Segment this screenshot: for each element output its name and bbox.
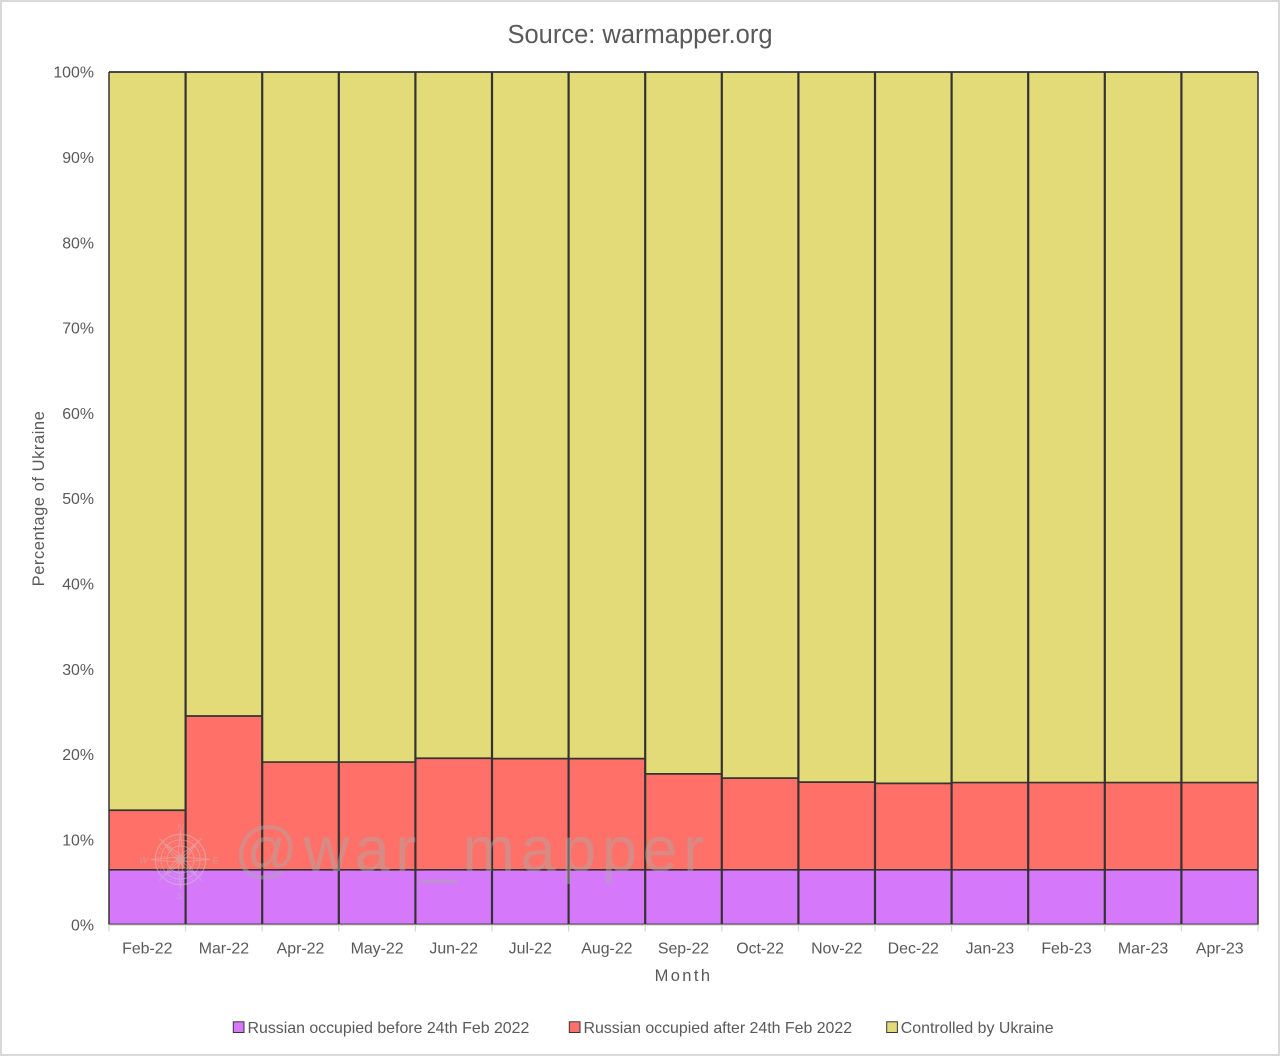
svg-text:Jun-22: Jun-22	[429, 941, 478, 958]
svg-text:May-22: May-22	[351, 941, 404, 958]
svg-text:60%: 60%	[62, 406, 94, 423]
svg-text:Mar-22: Mar-22	[199, 941, 249, 958]
svg-text:20%: 20%	[62, 747, 94, 764]
svg-text:Russian occupied after 24th Fe: Russian occupied after 24th Feb 2022	[584, 1020, 853, 1037]
svg-text:Aug-22: Aug-22	[581, 941, 632, 958]
svg-text:90%: 90%	[62, 150, 94, 167]
svg-text:Jan-23: Jan-23	[966, 941, 1015, 958]
svg-text:Controlled by Ukraine: Controlled by Ukraine	[901, 1020, 1054, 1037]
svg-text:Jul-22: Jul-22	[509, 941, 552, 958]
svg-text:Sep-22: Sep-22	[658, 941, 709, 958]
svg-text:W: W	[139, 856, 149, 867]
svg-text:S: S	[176, 891, 183, 902]
svg-text:Apr-22: Apr-22	[277, 941, 325, 958]
svg-text:Feb-22: Feb-22	[122, 941, 173, 958]
svg-text:Dec-22: Dec-22	[888, 941, 939, 958]
svg-text:N: N	[177, 822, 184, 833]
svg-text:Russian occupied before 24th F: Russian occupied before 24th Feb 2022	[248, 1020, 530, 1037]
svg-text:30%: 30%	[62, 662, 94, 679]
svg-text:Percentage of Ukraine: Percentage of Ukraine	[30, 411, 48, 587]
svg-text:Feb-23: Feb-23	[1041, 941, 1092, 958]
svg-text:40%: 40%	[62, 577, 94, 594]
svg-text:10%: 10%	[62, 832, 94, 849]
svg-text:Oct-22: Oct-22	[736, 941, 784, 958]
svg-text:Apr-23: Apr-23	[1196, 941, 1244, 958]
svg-text:@war_mapper: @war_mapper	[234, 815, 710, 885]
svg-text:Month: Month	[655, 967, 713, 985]
svg-text:50%: 50%	[62, 491, 94, 508]
svg-text:Mar-23: Mar-23	[1118, 941, 1168, 958]
svg-text:Nov-22: Nov-22	[811, 941, 862, 958]
svg-text:E: E	[212, 856, 219, 867]
svg-text:100%: 100%	[53, 65, 94, 82]
svg-text:0%: 0%	[71, 918, 94, 935]
svg-text:80%: 80%	[62, 235, 94, 252]
svg-text:Source: warmapper.org: Source: warmapper.org	[507, 21, 772, 49]
svg-text:70%: 70%	[62, 321, 94, 338]
